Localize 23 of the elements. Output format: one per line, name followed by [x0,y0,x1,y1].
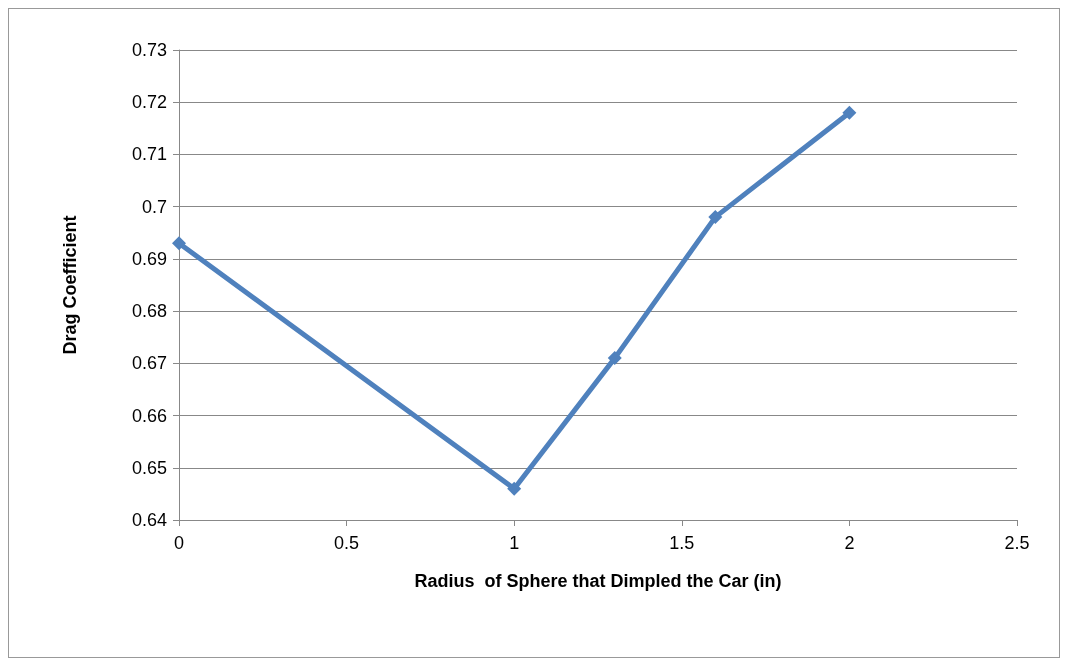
x-tick-label: 0 [173,533,185,553]
y-tick-label: 0.73 [131,40,167,60]
y-tick-label: 0.71 [131,144,167,165]
x-tick-label: 1.5 [669,533,695,553]
y-tick-label: 0.64 [131,510,167,530]
point [507,481,522,496]
point [172,236,186,251]
point [607,351,622,366]
x-axis-title: Radius of Sphere that Dimpled the Car (in) [414,571,782,591]
y-tick-label: 0.68 [131,301,167,322]
y-tick-label: 0.72 [131,92,167,113]
point [708,210,723,225]
x-tick-label: 1 [509,533,520,553]
point [842,105,857,120]
y-tick-label: 0.69 [131,248,167,269]
x-tick-label: 2.5 [1004,533,1030,553]
y-axis-title: Drag Coefficient [60,215,80,355]
y-tick-label: 0.67 [131,353,167,374]
y-tick-label: 0.7 [141,196,167,217]
x-tick-label: 0.5 [334,533,360,553]
y-tick-label: 0.66 [131,405,167,426]
x-tick-label: 2 [844,533,855,553]
y-tick-label: 0.65 [131,457,167,478]
